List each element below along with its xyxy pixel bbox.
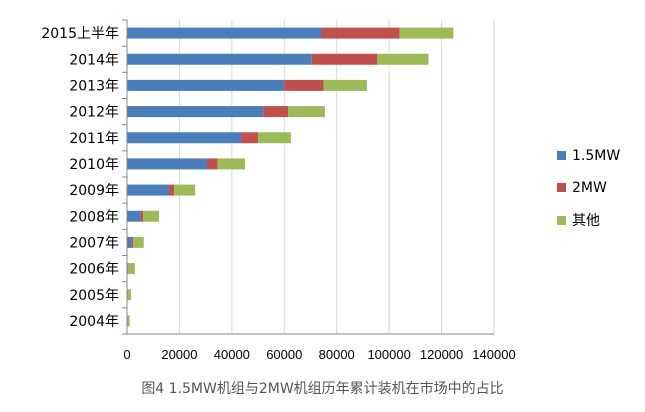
bar-segment <box>311 53 378 65</box>
bar-segment <box>133 236 144 248</box>
bar-segment <box>131 236 134 248</box>
category-label: 2014年 <box>69 52 119 68</box>
category-label: 2006年 <box>69 262 119 278</box>
legend-swatch <box>557 151 566 160</box>
bar-segment <box>127 106 264 118</box>
bar-segment <box>127 289 131 301</box>
bar-segment <box>127 236 132 248</box>
legend-label: 其他 <box>572 213 600 229</box>
legend-swatch <box>557 216 566 225</box>
bar-segment <box>258 132 291 144</box>
bar-segment <box>127 210 141 222</box>
category-label: 2009年 <box>69 183 119 199</box>
category-label: 2007年 <box>69 235 119 251</box>
bar-segment <box>143 210 159 222</box>
category-labels: 2015上半年 2014年 2013年 2012年 2011年 2010年 2009年 200… <box>41 26 119 330</box>
bar-segment <box>127 158 207 170</box>
category-label: 2015上半年 <box>41 26 119 42</box>
bar-segment <box>288 106 325 118</box>
legend-label: 1.5MW <box>572 148 620 164</box>
category-label: 2010年 <box>69 157 119 173</box>
bar-segment <box>284 79 324 91</box>
bar-segment <box>127 27 321 39</box>
category-label: 2005年 <box>69 288 119 304</box>
x-tick-label: 60000 <box>266 347 302 362</box>
axes <box>122 19 494 335</box>
x-tick-label: 80000 <box>319 347 355 362</box>
bar-segment <box>217 158 245 170</box>
bar-segment <box>128 263 135 275</box>
legend-label: 2MW <box>572 180 607 196</box>
figure-caption: 图4 1.5MW机组与2MW机组历年累计装机在市场中的占比 <box>141 381 504 397</box>
bar-segment <box>127 289 128 301</box>
x-tick-labels: 0 20000 40000 60000 80000 100000 120000 140000 <box>123 347 515 362</box>
bar-segment <box>127 315 130 327</box>
x-tick-label: 20000 <box>161 347 197 362</box>
legend: 1.5MW 2MW 其他 <box>557 148 620 229</box>
bar-segment <box>320 27 400 39</box>
grid-lines <box>178 20 495 334</box>
legend-swatch <box>557 183 566 192</box>
bar-segment <box>127 184 169 196</box>
bar-segment <box>168 184 175 196</box>
bars <box>127 27 454 327</box>
x-tick-label: 100000 <box>367 347 410 362</box>
bar-segment <box>323 79 367 91</box>
category-label: 2012年 <box>69 105 119 121</box>
category-label: 2011年 <box>69 131 119 147</box>
category-label: 2008年 <box>69 209 119 225</box>
x-tick-label: 140000 <box>472 347 515 362</box>
category-label: 2004年 <box>69 314 119 330</box>
x-tick-label: 40000 <box>214 347 250 362</box>
bar-segment <box>127 53 312 65</box>
bar-segment <box>127 263 129 275</box>
bar-segment <box>206 158 218 170</box>
bar-segment <box>241 132 259 144</box>
bar-segment <box>140 210 144 222</box>
category-label: 2013年 <box>69 78 119 94</box>
bar-segment <box>174 184 196 196</box>
x-tick-label: 0 <box>123 347 130 362</box>
bar-segment <box>263 106 289 118</box>
bar-segment <box>127 79 285 91</box>
bar-segment <box>399 27 454 39</box>
bar-segment <box>127 132 242 144</box>
bar-segment <box>377 53 429 65</box>
x-tick-label: 120000 <box>420 347 463 362</box>
